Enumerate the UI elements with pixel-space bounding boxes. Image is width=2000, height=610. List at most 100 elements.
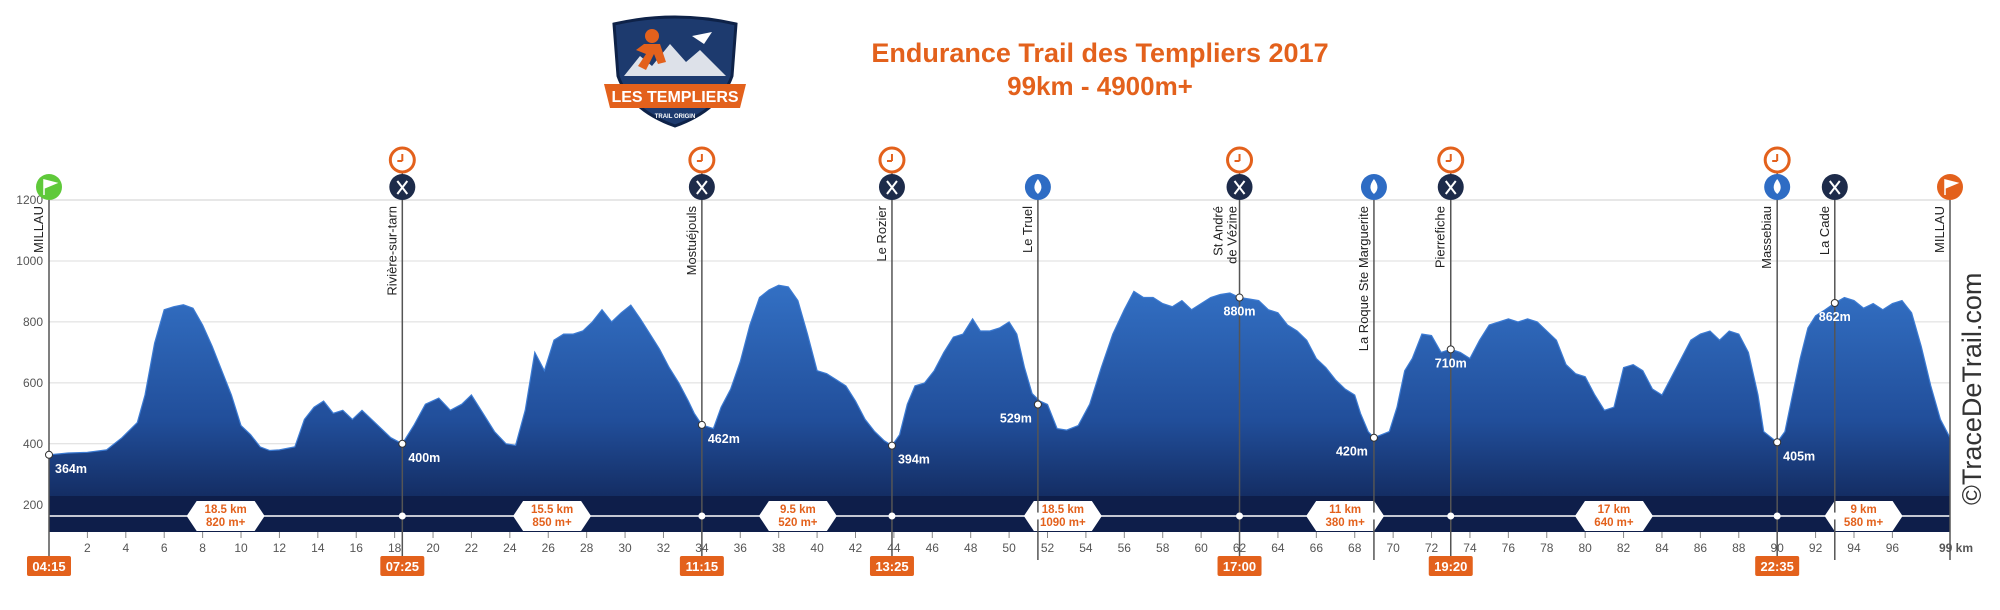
x-tick-label: 56 [1118, 541, 1132, 555]
x-tick-label: 24 [503, 541, 517, 555]
les-templiers-logo: LES TEMPLIERS TRAIL ORIGIN [604, 15, 746, 128]
segment-distance: 9 km [1850, 504, 1876, 516]
segment-band-bg [49, 496, 1950, 532]
band-dot [1236, 512, 1244, 520]
food-icon [1226, 174, 1253, 200]
x-tick-label: 2 [84, 541, 91, 555]
segment-elevation: 850 m+ [532, 517, 572, 529]
time-label: 04:15 [32, 559, 65, 574]
waypoint-name: St André [1211, 206, 1226, 256]
waypoint-name: MILLAU [1932, 206, 1947, 253]
segment-badge [186, 501, 265, 531]
finish-flag-disc [1937, 174, 1963, 200]
x-tick-label: 96 [1886, 541, 1900, 555]
water-drop [1034, 179, 1042, 194]
segment-distance: 11 km [1329, 504, 1361, 516]
band-dot [398, 512, 406, 520]
time-badge [27, 556, 71, 576]
x-unit-label: 99 km [1939, 541, 1973, 555]
waypoint-name: Rivière-sur-tarn [384, 206, 399, 296]
y-tick-label: 1000 [16, 254, 43, 268]
waypoint-dot [1033, 400, 1042, 409]
knife-line [1828, 180, 1841, 195]
waypoint-altitude: 405m [1783, 449, 1815, 463]
waypoint: St André de Vézine 880m 17:00 [1211, 146, 1262, 576]
x-tick-label: 12 [273, 541, 287, 555]
waypoint-dot [887, 441, 896, 450]
x-tick-label: 40 [810, 541, 824, 555]
segment-distance: 15.5 km [531, 504, 573, 516]
x-tick-label: 58 [1156, 541, 1170, 555]
logo-subtext: TRAIL ORIGIN [655, 114, 696, 120]
time-label: 11:15 [686, 559, 719, 574]
x-tick-label: 14 [311, 541, 325, 555]
segment-elevation: 820 m+ [206, 517, 246, 529]
runner-icon [645, 29, 659, 43]
chart-title-block: Endurance Trail des Templiers 2017 99km … [800, 36, 1400, 102]
clock-icon [688, 146, 716, 174]
x-tick-label: 68 [1348, 541, 1362, 555]
x-tick-label: 22 [465, 541, 479, 555]
flag-shape [43, 179, 59, 195]
segment-elevation: 580 m+ [1844, 517, 1884, 529]
waypoint: Rivière-sur-tarn 400m 07:25 [380, 146, 440, 576]
x-tick-label: 38 [772, 541, 786, 555]
segment-distance: 18.5 km [205, 504, 247, 516]
x-tick-label: 92 [1809, 541, 1823, 555]
y-tick-label: 400 [23, 437, 43, 451]
x-tick-label: 18 [388, 541, 402, 555]
clock-icon [388, 146, 416, 174]
waypoint: MILLAU [1932, 174, 1963, 560]
y-tick-label: 600 [23, 376, 43, 390]
waypoint-name-line2: de Vézine [1225, 206, 1240, 264]
waypoint: Pierrefiche 710m 19:20 [1428, 146, 1473, 576]
segment-badge [1306, 501, 1385, 531]
water-icon [1024, 174, 1051, 200]
x-tick-label: 94 [1847, 541, 1861, 555]
waypoint-altitude: 862m [1819, 310, 1851, 324]
x-tick-label: 70 [1386, 541, 1400, 555]
x-tick-label: 86 [1694, 541, 1708, 555]
food-icon [688, 174, 715, 200]
waypoint-dot [1369, 433, 1378, 442]
segment-elevation: 640 m+ [1594, 517, 1634, 529]
food-icon [389, 174, 416, 200]
x-tick-label: 66 [1310, 541, 1324, 555]
x-tick-label: 42 [849, 541, 863, 555]
clock-icon [1226, 146, 1254, 174]
x-tick-label: 76 [1502, 541, 1516, 555]
water-drop [1773, 179, 1781, 194]
water-icon [1764, 174, 1791, 200]
waypoint: MILLAU 364m 04:15 [27, 174, 87, 576]
waypoint: Le Rozier 394m 13:25 [869, 146, 930, 576]
waypoint-name: Le Rozier [874, 205, 889, 261]
knife-line [696, 180, 708, 195]
knife-line [1233, 180, 1246, 195]
waypoint-dot [1446, 345, 1455, 354]
x-tick-label: 54 [1079, 541, 1093, 555]
waypoint-altitude: 529m [1000, 411, 1032, 425]
waypoint-name: Massebiau [1759, 206, 1774, 269]
band-dot [1034, 512, 1042, 520]
band-dot [1773, 512, 1781, 520]
segment-badge [758, 501, 837, 531]
waypoint: Le Truel 529m [1000, 174, 1051, 560]
knife-line [1444, 180, 1457, 195]
start-flag-disc [36, 174, 62, 200]
x-tick-label: 28 [580, 541, 594, 555]
x-tick-label: 64 [1271, 541, 1285, 555]
waypoint-dot [45, 450, 53, 459]
chart-title: Endurance Trail des Templiers 2017 [871, 38, 1329, 68]
segment-badge [1824, 501, 1903, 531]
waypoint-dot [398, 439, 407, 448]
waypoint-name: La Cade [1817, 206, 1832, 255]
segment-badge [1574, 501, 1653, 531]
segment-elevation: 380 m+ [1325, 517, 1365, 529]
segment-badge [1023, 501, 1102, 531]
waypoint-altitude: 462m [708, 432, 740, 446]
waypoint-dot [1773, 438, 1782, 447]
